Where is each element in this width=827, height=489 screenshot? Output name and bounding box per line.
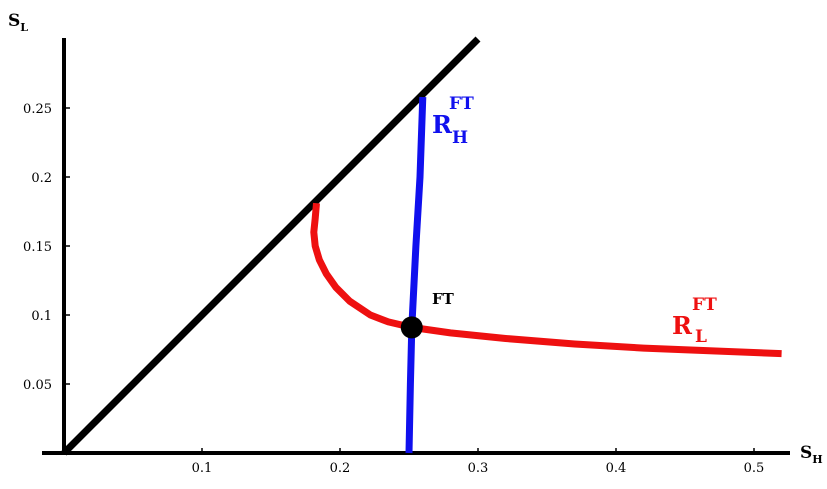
y-tick-label: 0.25	[23, 102, 52, 117]
series-diagonal-line	[61, 36, 481, 456]
rl-label-sub: L	[695, 327, 707, 347]
points-layer	[400, 316, 423, 339]
x-ticks: 0.1 0.2 0.3 0.4 0.5	[192, 448, 765, 476]
x-axis-label: SH	[800, 443, 823, 466]
series-RL-line	[310, 202, 782, 358]
rh-label-sup: FT	[449, 94, 474, 114]
x-tick-label: 0.3	[468, 461, 489, 476]
series-RH-line	[405, 96, 427, 454]
y-tick-label: 0.2	[31, 171, 52, 186]
x-tick-label: 0.4	[606, 461, 627, 476]
point-ft-marker	[400, 316, 423, 339]
y-axis-label: SL	[8, 11, 28, 34]
y-tick-label: 0.1	[31, 309, 52, 324]
x-tick-label: 0.2	[330, 461, 351, 476]
rl-label-main: R	[672, 311, 693, 340]
y-tick-label: 0.15	[23, 240, 52, 255]
x-tick-label: 0.1	[192, 461, 213, 476]
ft-point-label: FT	[432, 290, 455, 308]
x-tick-label: 0.5	[744, 461, 765, 476]
series-layer	[61, 36, 782, 456]
y-tick-label: 0.05	[23, 378, 52, 393]
rh-label-main: R	[432, 110, 453, 139]
y-ticks: 0.05 0.1 0.15 0.2 0.25	[23, 102, 70, 393]
rh-label-sub: H	[452, 128, 468, 148]
rl-label-sup: FT	[692, 295, 717, 315]
